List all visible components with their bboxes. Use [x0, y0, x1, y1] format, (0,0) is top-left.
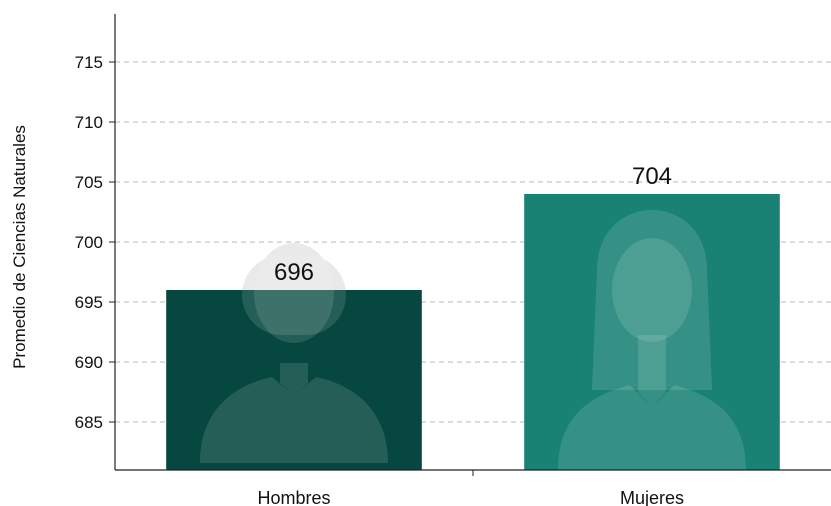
y-tick-label: 700 [75, 233, 103, 252]
y-tick-label: 695 [75, 293, 103, 312]
bar-value-label: 696 [274, 259, 314, 286]
bar-value-label: 704 [632, 163, 672, 190]
y-tick-label: 690 [75, 353, 103, 372]
bar-hombres [166, 243, 422, 470]
y-tick-label: 710 [75, 113, 103, 132]
labels: 685 690 695 700 705 710 715 696 Hombres 704 Mujere… [75, 53, 684, 506]
x-category-label: Hombres [257, 488, 330, 506]
axes [109, 14, 831, 476]
x-category-label: Mujeres [620, 488, 684, 506]
y-tick-label: 705 [75, 173, 103, 192]
y-tick-label: 715 [75, 53, 103, 72]
bar-mujeres [524, 194, 780, 470]
y-axis-label: Promedio de Ciencias Naturales [10, 125, 29, 369]
bars [166, 194, 780, 470]
y-tick-label: 685 [75, 413, 103, 432]
